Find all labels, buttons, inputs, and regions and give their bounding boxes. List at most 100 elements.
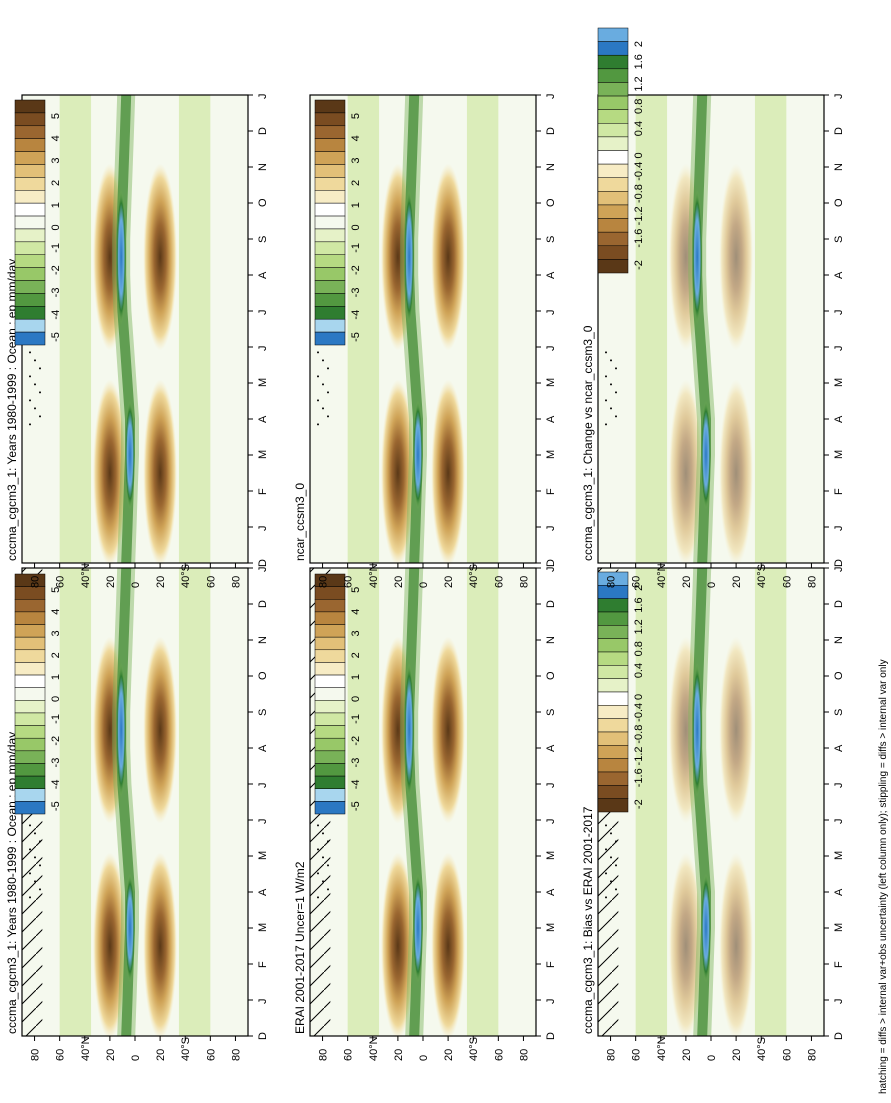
month-tick-label: D: [257, 1032, 269, 1040]
stipple-dot: [29, 872, 31, 875]
stipple-dot: [615, 888, 617, 891]
lat-tick-label: 80: [606, 1049, 618, 1061]
lat-tick-label: 60: [631, 1049, 643, 1061]
colorbar-label: -0.4: [633, 162, 645, 181]
colorbar-swatch: [597, 82, 629, 97]
month-tick-label: O: [545, 671, 557, 680]
month-tick-label: J: [545, 819, 557, 825]
colorbar-label: 4: [350, 135, 362, 141]
colorbar-swatch: [314, 801, 346, 815]
colorbar-swatch: [597, 611, 629, 626]
wet-core: [692, 662, 703, 798]
midlat-band: [178, 95, 211, 563]
month-tick-label: A: [257, 744, 269, 752]
stipple-dot: [327, 367, 329, 370]
colorbar-label: -1.2: [633, 206, 645, 225]
colorbar-swatch: [14, 151, 46, 165]
colorbar-swatch: [14, 674, 46, 688]
colorbar-swatch: [314, 164, 346, 178]
lat-tick-label: 60: [343, 576, 355, 588]
colorbar-swatch: [14, 649, 46, 663]
midlat-band: [347, 568, 380, 1036]
colorbar-label: -3: [350, 288, 362, 298]
colorbar-swatch: [597, 109, 629, 124]
stipple-dot: [322, 383, 324, 386]
colorbar-swatch: [597, 758, 629, 773]
month-tick-label: N: [833, 636, 845, 644]
month-tick-label: N: [545, 636, 557, 644]
colorbar-label: 3: [350, 158, 362, 164]
lat-tick-label: 80: [806, 576, 818, 588]
colorbar-swatch: [14, 737, 46, 752]
colorbar-swatch: [314, 228, 346, 243]
month-tick-label: J: [833, 310, 845, 316]
month-tick-label: O: [833, 671, 845, 680]
wet-core: [412, 400, 423, 510]
stipple-dot: [29, 375, 31, 378]
colorbar-label: 0.8: [633, 99, 645, 114]
lat-tick-label: 60: [493, 1049, 505, 1061]
dry-zone: [380, 379, 415, 567]
month-tick-label: J: [545, 310, 557, 316]
stipple-dot: [327, 840, 329, 843]
lat-tick-label: 20: [443, 576, 455, 588]
stipple-dot: [610, 359, 612, 362]
colorbar-swatch: [597, 177, 629, 192]
lat-tick-label: 40°N: [656, 1036, 668, 1061]
colorbar-label: -2: [50, 265, 62, 275]
stipple-dot: [605, 399, 607, 402]
colorbar-label: -0.4: [633, 703, 645, 722]
colorbar-label: 1: [50, 674, 62, 680]
lat-tick-label: 0: [418, 1055, 430, 1061]
stipple-dot: [317, 375, 319, 378]
lat-tick-label: 20: [681, 576, 693, 588]
colorbar-swatch: [597, 665, 629, 679]
stipple-dot: [327, 888, 329, 891]
colorbar-swatch: [314, 190, 346, 204]
stipple-dot: [605, 423, 607, 426]
colorbar-label: 1.2: [633, 76, 645, 91]
lat-tick-label: 40°N: [656, 563, 668, 588]
lat-tick-label: 20: [731, 576, 743, 588]
stipple-dot: [317, 824, 319, 827]
dry-zone: [431, 852, 466, 1040]
colorbar-label: -4: [350, 310, 362, 320]
colorbar-label: -1.2: [633, 746, 645, 765]
colorbar-label: 1: [350, 674, 362, 680]
colorbar-label: -2: [633, 799, 645, 809]
lat-tick-label: 40°S: [756, 1037, 768, 1061]
panel-title: ncar_ccsm3_0: [293, 483, 307, 561]
colorbar-swatch: [14, 164, 46, 178]
colorbar-swatch: [14, 611, 46, 625]
colorbar-label: 4: [50, 135, 62, 141]
lat-tick-label: 40°S: [180, 564, 192, 588]
colorbar-label: 1.2: [633, 619, 645, 634]
month-tick-label: A: [545, 415, 557, 423]
colorbar-swatch: [597, 231, 629, 247]
colorbar-swatch: [314, 177, 346, 191]
stipple-dot: [317, 896, 319, 899]
colorbar-label: 3: [50, 158, 62, 164]
stipple-dot: [39, 391, 41, 394]
colorbar-label: -2: [50, 736, 62, 746]
month-tick-label: J: [833, 999, 845, 1005]
month-tick-label: M: [545, 851, 557, 860]
midlat-band: [754, 95, 787, 563]
dry-zone: [143, 636, 178, 824]
month-tick-label: J: [257, 999, 269, 1005]
colorbar-swatch: [14, 763, 46, 777]
colorbar-swatch: [314, 318, 346, 333]
colorbar-swatch: [314, 331, 346, 346]
month-tick-label: M: [833, 378, 845, 387]
month-tick-label: A: [833, 415, 845, 423]
colorbar-swatch: [14, 306, 46, 320]
month-tick-label: M: [257, 450, 269, 459]
stipple-dot: [327, 864, 329, 867]
colorbar-label: 5: [50, 587, 62, 593]
stipple-dot: [610, 832, 612, 835]
colorbar-swatch: [14, 318, 46, 333]
lat-tick-label: 0: [418, 582, 430, 588]
colorbar-swatch: [14, 99, 46, 114]
lat-tick-label: 20: [681, 1049, 693, 1061]
